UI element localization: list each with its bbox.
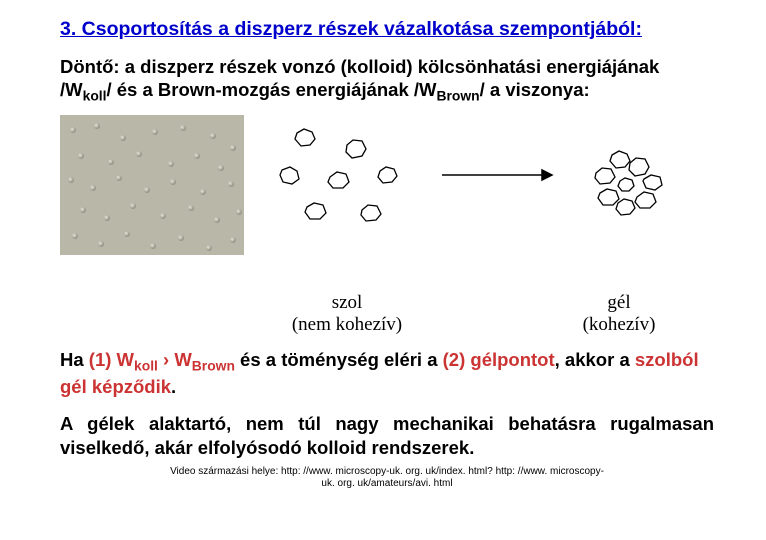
diagram-svg: [252, 115, 692, 285]
caption-sol-2: (nem kohezív): [262, 314, 432, 336]
particle-diagram: szol (nem kohezív) gél (kohezív): [252, 115, 714, 336]
photo-particle: [214, 217, 220, 223]
photo-particle: [178, 235, 184, 241]
slide: 3. Csoportosítás a diszperz részek vázal…: [0, 0, 766, 540]
photo-particle: [68, 177, 74, 183]
photo-particle: [228, 181, 234, 187]
photo-particle: [94, 123, 100, 129]
footnote: Video származási helye: http: //www. mic…: [60, 466, 714, 489]
figure-row: szol (nem kohezív) gél (kohezív): [60, 115, 714, 336]
definition-paragraph: A gélek alaktartó, nem túl nagy mechanik…: [60, 412, 714, 460]
photo-particle: [124, 231, 130, 237]
p2-b: és a töménység eléri a: [235, 349, 443, 370]
photo-particle: [70, 127, 76, 133]
photo-particle: [152, 129, 158, 135]
photo-particle: [78, 153, 84, 159]
footnote-line1: Video származási helye: http: //www. mic…: [60, 466, 714, 478]
photo-particle: [218, 165, 224, 171]
photo-particle: [210, 133, 216, 139]
photo-particle: [90, 185, 96, 191]
p1-b: / és a Brown-mozgás energiájának /W: [106, 79, 436, 100]
caption-gel-1: gél: [534, 292, 704, 314]
photo-particle: [136, 151, 142, 157]
photo-particle: [206, 245, 212, 251]
intro-paragraph: Döntő: a diszperz részek vonzó (kolloid)…: [60, 55, 714, 105]
photo-particle: [72, 233, 78, 239]
photo-particle: [150, 243, 156, 249]
footnote-line2: uk. org. uk/amateurs/avi. html: [60, 478, 714, 490]
photo-particle: [160, 213, 166, 219]
condition-paragraph: Ha (1) Wkoll › WBrown és a töménység elé…: [60, 348, 714, 398]
p1-sub2: Brown: [437, 88, 480, 104]
photo-particle: [180, 125, 186, 131]
p2-a: Ha: [60, 349, 89, 370]
photo-particle: [230, 237, 236, 243]
p2-hl1: (1) Wkoll › WBrown: [89, 349, 235, 370]
p1-sub1: koll: [83, 88, 107, 104]
caption-gel: gél (kohezív): [534, 292, 704, 336]
photo-particle: [104, 215, 110, 221]
caption-gel-2: (kohezív): [534, 314, 704, 336]
p2-d: .: [171, 376, 176, 397]
photo-particle: [120, 135, 126, 141]
photo-particle: [200, 189, 206, 195]
diagram-captions: szol (nem kohezív) gél (kohezív): [252, 292, 714, 336]
caption-sol-1: szol: [262, 292, 432, 314]
photo-particle: [194, 153, 200, 159]
photo-particle: [170, 179, 176, 185]
photo-particle: [236, 209, 242, 215]
photo-particle: [168, 161, 174, 167]
microscopy-photo: [60, 115, 244, 255]
photo-particle: [130, 203, 136, 209]
photo-particle: [188, 205, 194, 211]
photo-particle: [98, 241, 104, 247]
photo-particle: [108, 159, 114, 165]
photo-particle: [144, 187, 150, 193]
photo-particle: [80, 207, 86, 213]
caption-sol: szol (nem kohezív): [262, 292, 432, 336]
photo-particle: [116, 175, 122, 181]
photo-particle: [230, 145, 236, 151]
p2-c: , akkor a: [555, 349, 635, 370]
p1-c: / a viszonya:: [480, 79, 590, 100]
slide-title: 3. Csoportosítás a diszperz részek vázal…: [60, 18, 714, 41]
p2-hl2: (2) gélpontot: [443, 349, 555, 370]
